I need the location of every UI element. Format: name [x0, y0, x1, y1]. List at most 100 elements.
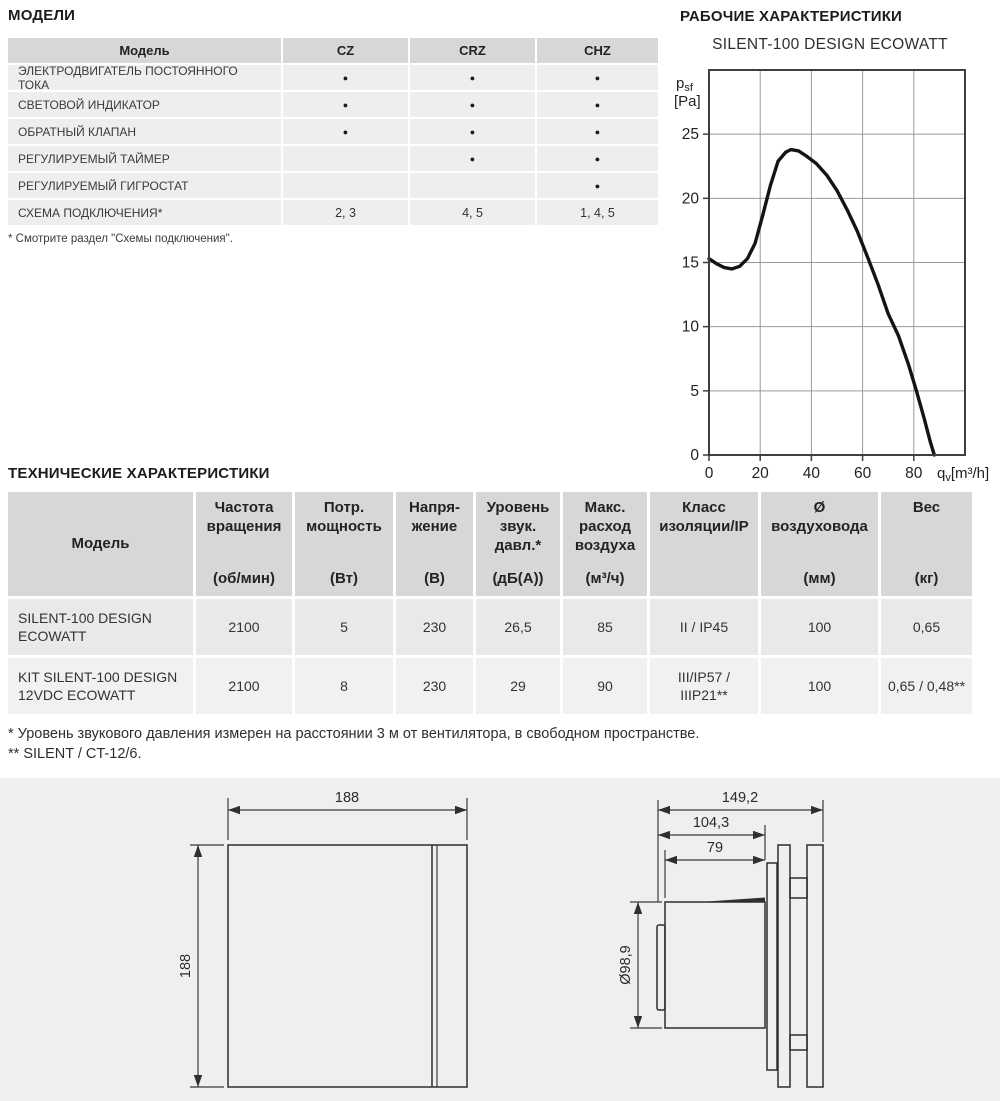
svg-text:5: 5 [690, 383, 699, 400]
dim-tube-label: 79 [707, 840, 723, 856]
tech-col-power: Потр. мощность (Вт) [295, 492, 393, 596]
fan-front-outline [227, 844, 468, 1088]
feature-dot: ● [537, 173, 658, 198]
svg-text:20: 20 [682, 190, 700, 207]
tech-cell: 8 [295, 658, 393, 714]
svg-text:80: 80 [905, 465, 923, 482]
tech-col-unit: (мм) [803, 570, 836, 588]
dim-width-label: 188 [335, 790, 359, 806]
feature-dot: ● [283, 65, 408, 90]
svg-text:20: 20 [752, 465, 770, 482]
tech-col-label: Частота вращения [206, 499, 282, 535]
tech-row-model-name: SILENT-100 DESIGN ECOWATT [8, 599, 193, 655]
tech-col-unit: (кг) [914, 570, 939, 588]
tech-heading: ТЕХНИЧЕСКИЕ ХАРАКТЕРИСТИКИ [8, 465, 270, 482]
feature-dot: ● [283, 92, 408, 117]
tech-footnotes: * Уровень звукового давления измерен на … [8, 724, 699, 764]
drawings-band [0, 778, 1000, 1101]
models-col-header-chz: CHZ [537, 38, 658, 63]
models-heading: МОДЕЛИ [8, 7, 76, 24]
feature-dot [283, 173, 408, 198]
tech-col-label: Напря­жение [409, 499, 460, 535]
svg-text:[Pa]: [Pa] [674, 93, 701, 110]
tech-col-label: Макс. расход воздуха [574, 499, 636, 554]
svg-text:qv[m³/h]: qv[m³/h] [937, 465, 989, 484]
tech-col-label: Уровень звук. давл.* [486, 499, 550, 554]
feature-label: СХЕМА ПОДКЛЮЧЕНИЯ* [8, 200, 281, 225]
tech-cell: II / IP45 [650, 599, 758, 655]
tech-col-sound: Уровень звук. давл.* (дБ(А)) [476, 492, 560, 596]
chart-title: SILENT-100 DESIGN ECOWATT [712, 36, 948, 53]
dim-depth-label: 149,2 [722, 790, 758, 806]
feature-label: ЭЛЕКТРОДВИГАТЕЛЬ ПОСТОЯННОГО ТОКА [8, 64, 281, 92]
tech-col-label: Ø воздуховода [771, 499, 868, 535]
tech-cell: 0,65 / 0,48** [881, 658, 972, 714]
chart-gridlines [709, 70, 965, 455]
tech-footnote-2: ** SILENT / CT-12/6. [8, 746, 142, 762]
models-col-header-cz: CZ [283, 38, 408, 63]
feature-dot: ● [537, 65, 658, 90]
svg-text:15: 15 [682, 255, 699, 272]
svg-text:10: 10 [682, 319, 700, 336]
performance-heading: РАБОЧИЕ ХАРАКТЕРИСТИКИ [680, 8, 903, 25]
tech-col-speed: Частота вращения (об/мин) [196, 492, 292, 596]
back-panel [777, 844, 791, 1088]
feature-dot: ● [537, 146, 658, 171]
tech-cell: 230 [396, 658, 473, 714]
tech-row-model-name: KIT SILENT-100 DESIGN 12VDC ECOWATT [8, 658, 193, 714]
front-cover [806, 844, 824, 1088]
tech-cell: 100 [761, 658, 878, 714]
feature-dot: ● [537, 119, 658, 144]
svg-text:0: 0 [690, 447, 699, 464]
svg-text:60: 60 [854, 465, 872, 482]
tech-col-model: Модель [8, 492, 193, 596]
tech-cell: 2100 [196, 658, 292, 714]
tech-cell: 230 [396, 599, 473, 655]
feature-dot: ● [410, 119, 535, 144]
svg-text:25: 25 [682, 126, 699, 143]
feature-dot: ● [410, 146, 535, 171]
tech-col-unit: (В) [424, 570, 445, 588]
tech-col-label: Вес [912, 499, 941, 516]
feature-label: ОБРАТНЫЙ КЛАПАН [8, 119, 281, 144]
tech-col-label: Модель [71, 534, 130, 552]
duct-inlet-lip [656, 924, 666, 1011]
feature-dot: ● [410, 92, 535, 117]
schema-value: 4, 5 [410, 200, 535, 225]
tech-col-unit: (дБ(А)) [492, 570, 544, 588]
tech-cell: 5 [295, 599, 393, 655]
spacer-bottom [789, 1034, 808, 1051]
feature-dot: ● [537, 92, 658, 117]
tech-cell: 0,65 [881, 599, 972, 655]
chart-curve [707, 147, 936, 457]
tech-col-voltage: Напря­жение (В) [396, 492, 473, 596]
svg-text:0: 0 [705, 465, 714, 482]
feature-dot: ● [283, 119, 408, 144]
models-table: Модель CZ CRZ CHZ ЭЛЕКТРОДВИГАТЕЛЬ ПОСТО… [8, 38, 658, 225]
tech-col-label: Класс изоляции/IP [659, 499, 749, 535]
tech-col-airflow: Макс. расход воздуха (м³/ч) [563, 492, 647, 596]
tech-col-weight: Вес (кг) [881, 492, 972, 596]
dim-height-label: 188 [178, 954, 194, 978]
tech-footnote-1: * Уровень звукового давления измерен на … [8, 726, 700, 742]
tech-col-duct: Ø воздуховода (мм) [761, 492, 878, 596]
tech-col-insulation: Класс изоляции/IP [650, 492, 758, 596]
tech-col-unit: (м³/ч) [585, 570, 625, 588]
tech-cell: 85 [563, 599, 647, 655]
chart-tick-marks [703, 133, 915, 461]
tech-cell: 2100 [196, 599, 292, 655]
feature-label: РЕГУЛИРУЕМЫЙ ГИГРОСТАТ [8, 173, 281, 198]
dim-body-label: 104,3 [693, 815, 729, 831]
schema-value: 2, 3 [283, 200, 408, 225]
feature-dot [410, 173, 535, 198]
dim-diameter-label: Ø98,9 [618, 945, 634, 985]
feature-label: СВЕТОВОЙ ИНДИКАТОР [8, 92, 281, 117]
feature-dot [283, 146, 408, 171]
side-view-drawing: 149,2 104,3 79 Ø98,9 [618, 790, 824, 1088]
tech-col-unit: (Вт) [330, 570, 358, 588]
svg-text:psf: psf [676, 75, 694, 94]
performance-chart: 0 20 40 60 80 0 5 10 15 20 25 psf[Pa] qv[m³/h] [674, 69, 989, 484]
models-col-header-crz: CRZ [410, 38, 535, 63]
front-view-drawing: 188 188 [178, 790, 468, 1088]
mounting-plate [766, 862, 778, 1071]
